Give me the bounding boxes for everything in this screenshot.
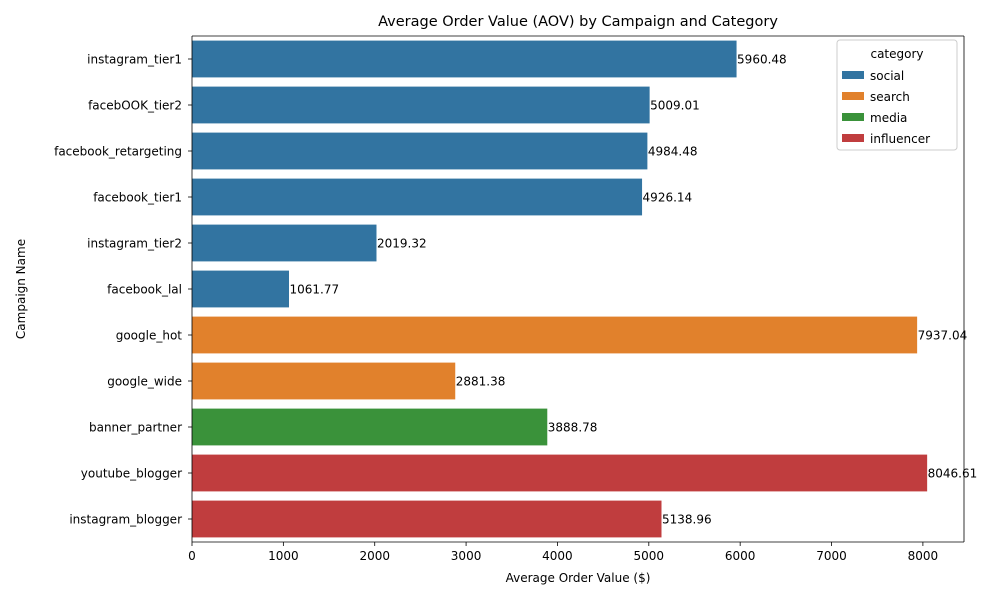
x-tick-label: 3000 bbox=[451, 549, 482, 563]
y-tick-label: facebook_retargeting bbox=[54, 145, 182, 159]
bar-instagram-tier2 bbox=[192, 224, 377, 262]
x-axis-title: Average Order Value ($) bbox=[506, 571, 651, 585]
legend-label-social: social bbox=[870, 69, 904, 83]
y-tick-label: instagram_tier1 bbox=[87, 53, 182, 67]
data-label: 5009.01 bbox=[650, 99, 700, 113]
y-tick-label: instagram_blogger bbox=[69, 513, 182, 527]
y-tick-label: youtube_blogger bbox=[81, 467, 182, 481]
x-tick-label: 8000 bbox=[908, 549, 939, 563]
data-label: 5960.48 bbox=[737, 53, 787, 67]
data-label: 1061.77 bbox=[290, 283, 340, 297]
bar-google-wide bbox=[192, 362, 456, 400]
bar-instagram-tier1 bbox=[192, 40, 737, 78]
bar-facebook-tier2 bbox=[192, 86, 650, 124]
x-tick-label: 1000 bbox=[268, 549, 299, 563]
legend-swatch-search bbox=[842, 92, 864, 100]
legend-label-media: media bbox=[870, 111, 907, 125]
x-tick-label: 5000 bbox=[634, 549, 665, 563]
bars-layer bbox=[192, 40, 928, 538]
data-label: 8046.61 bbox=[928, 467, 978, 481]
data-label: 4926.14 bbox=[643, 191, 693, 205]
data-label: 2881.38 bbox=[456, 375, 506, 389]
bar-banner-partner bbox=[192, 408, 548, 446]
legend-frame bbox=[836, 39, 958, 151]
bar-facebook-lal bbox=[192, 270, 290, 308]
legend-swatch-influencer bbox=[842, 134, 864, 142]
legend-label-influencer: influencer bbox=[870, 132, 930, 146]
y-tick-label: facebOOK_tier2 bbox=[88, 99, 182, 113]
y-axis-title: Campaign Name bbox=[14, 239, 28, 339]
y-tick-label: facebook_lal bbox=[107, 283, 182, 297]
y-tick-label: google_hot bbox=[116, 329, 183, 343]
legend-label-search: search bbox=[870, 90, 910, 104]
bar-google-hot bbox=[192, 316, 918, 354]
x-tick-label: 4000 bbox=[542, 549, 573, 563]
legend: category social search media influencer bbox=[836, 39, 958, 151]
x-tick-label: 0 bbox=[188, 549, 196, 563]
bar-facebook-retargeting bbox=[192, 132, 648, 170]
data-label: 3888.78 bbox=[548, 421, 598, 435]
data-label: 7937.04 bbox=[918, 329, 968, 343]
data-labels-layer: 5960.48 5009.01 4984.48 4926.14 2019.32 1061.… bbox=[290, 53, 978, 527]
axes-layer: instagram_tier1 facebOOK_tier2 facebook_re… bbox=[54, 35, 965, 563]
legend-title: category bbox=[870, 47, 923, 61]
y-tick-label: instagram_tier2 bbox=[87, 237, 182, 251]
bar-youtube-blogger bbox=[192, 454, 928, 492]
x-tick-label: 6000 bbox=[725, 549, 756, 563]
y-tick-label: google_wide bbox=[107, 375, 182, 389]
x-tick-label: 7000 bbox=[816, 549, 847, 563]
chart-title: Average Order Value (AOV) by Campaign an… bbox=[378, 14, 778, 30]
y-tick-label: banner_partner bbox=[89, 421, 182, 435]
legend-entries: social search media influencer bbox=[842, 69, 930, 146]
bar-facebook-tier1 bbox=[192, 178, 643, 216]
legend-swatch-social bbox=[842, 71, 864, 79]
data-label: 4984.48 bbox=[648, 145, 698, 159]
legend-swatch-media bbox=[842, 113, 864, 121]
x-tick-label: 2000 bbox=[359, 549, 390, 563]
bar-instagram-blogger bbox=[192, 500, 662, 538]
data-label: 2019.32 bbox=[377, 237, 427, 251]
y-tick-label: facebook_tier1 bbox=[93, 191, 182, 205]
data-label: 5138.96 bbox=[662, 513, 712, 527]
